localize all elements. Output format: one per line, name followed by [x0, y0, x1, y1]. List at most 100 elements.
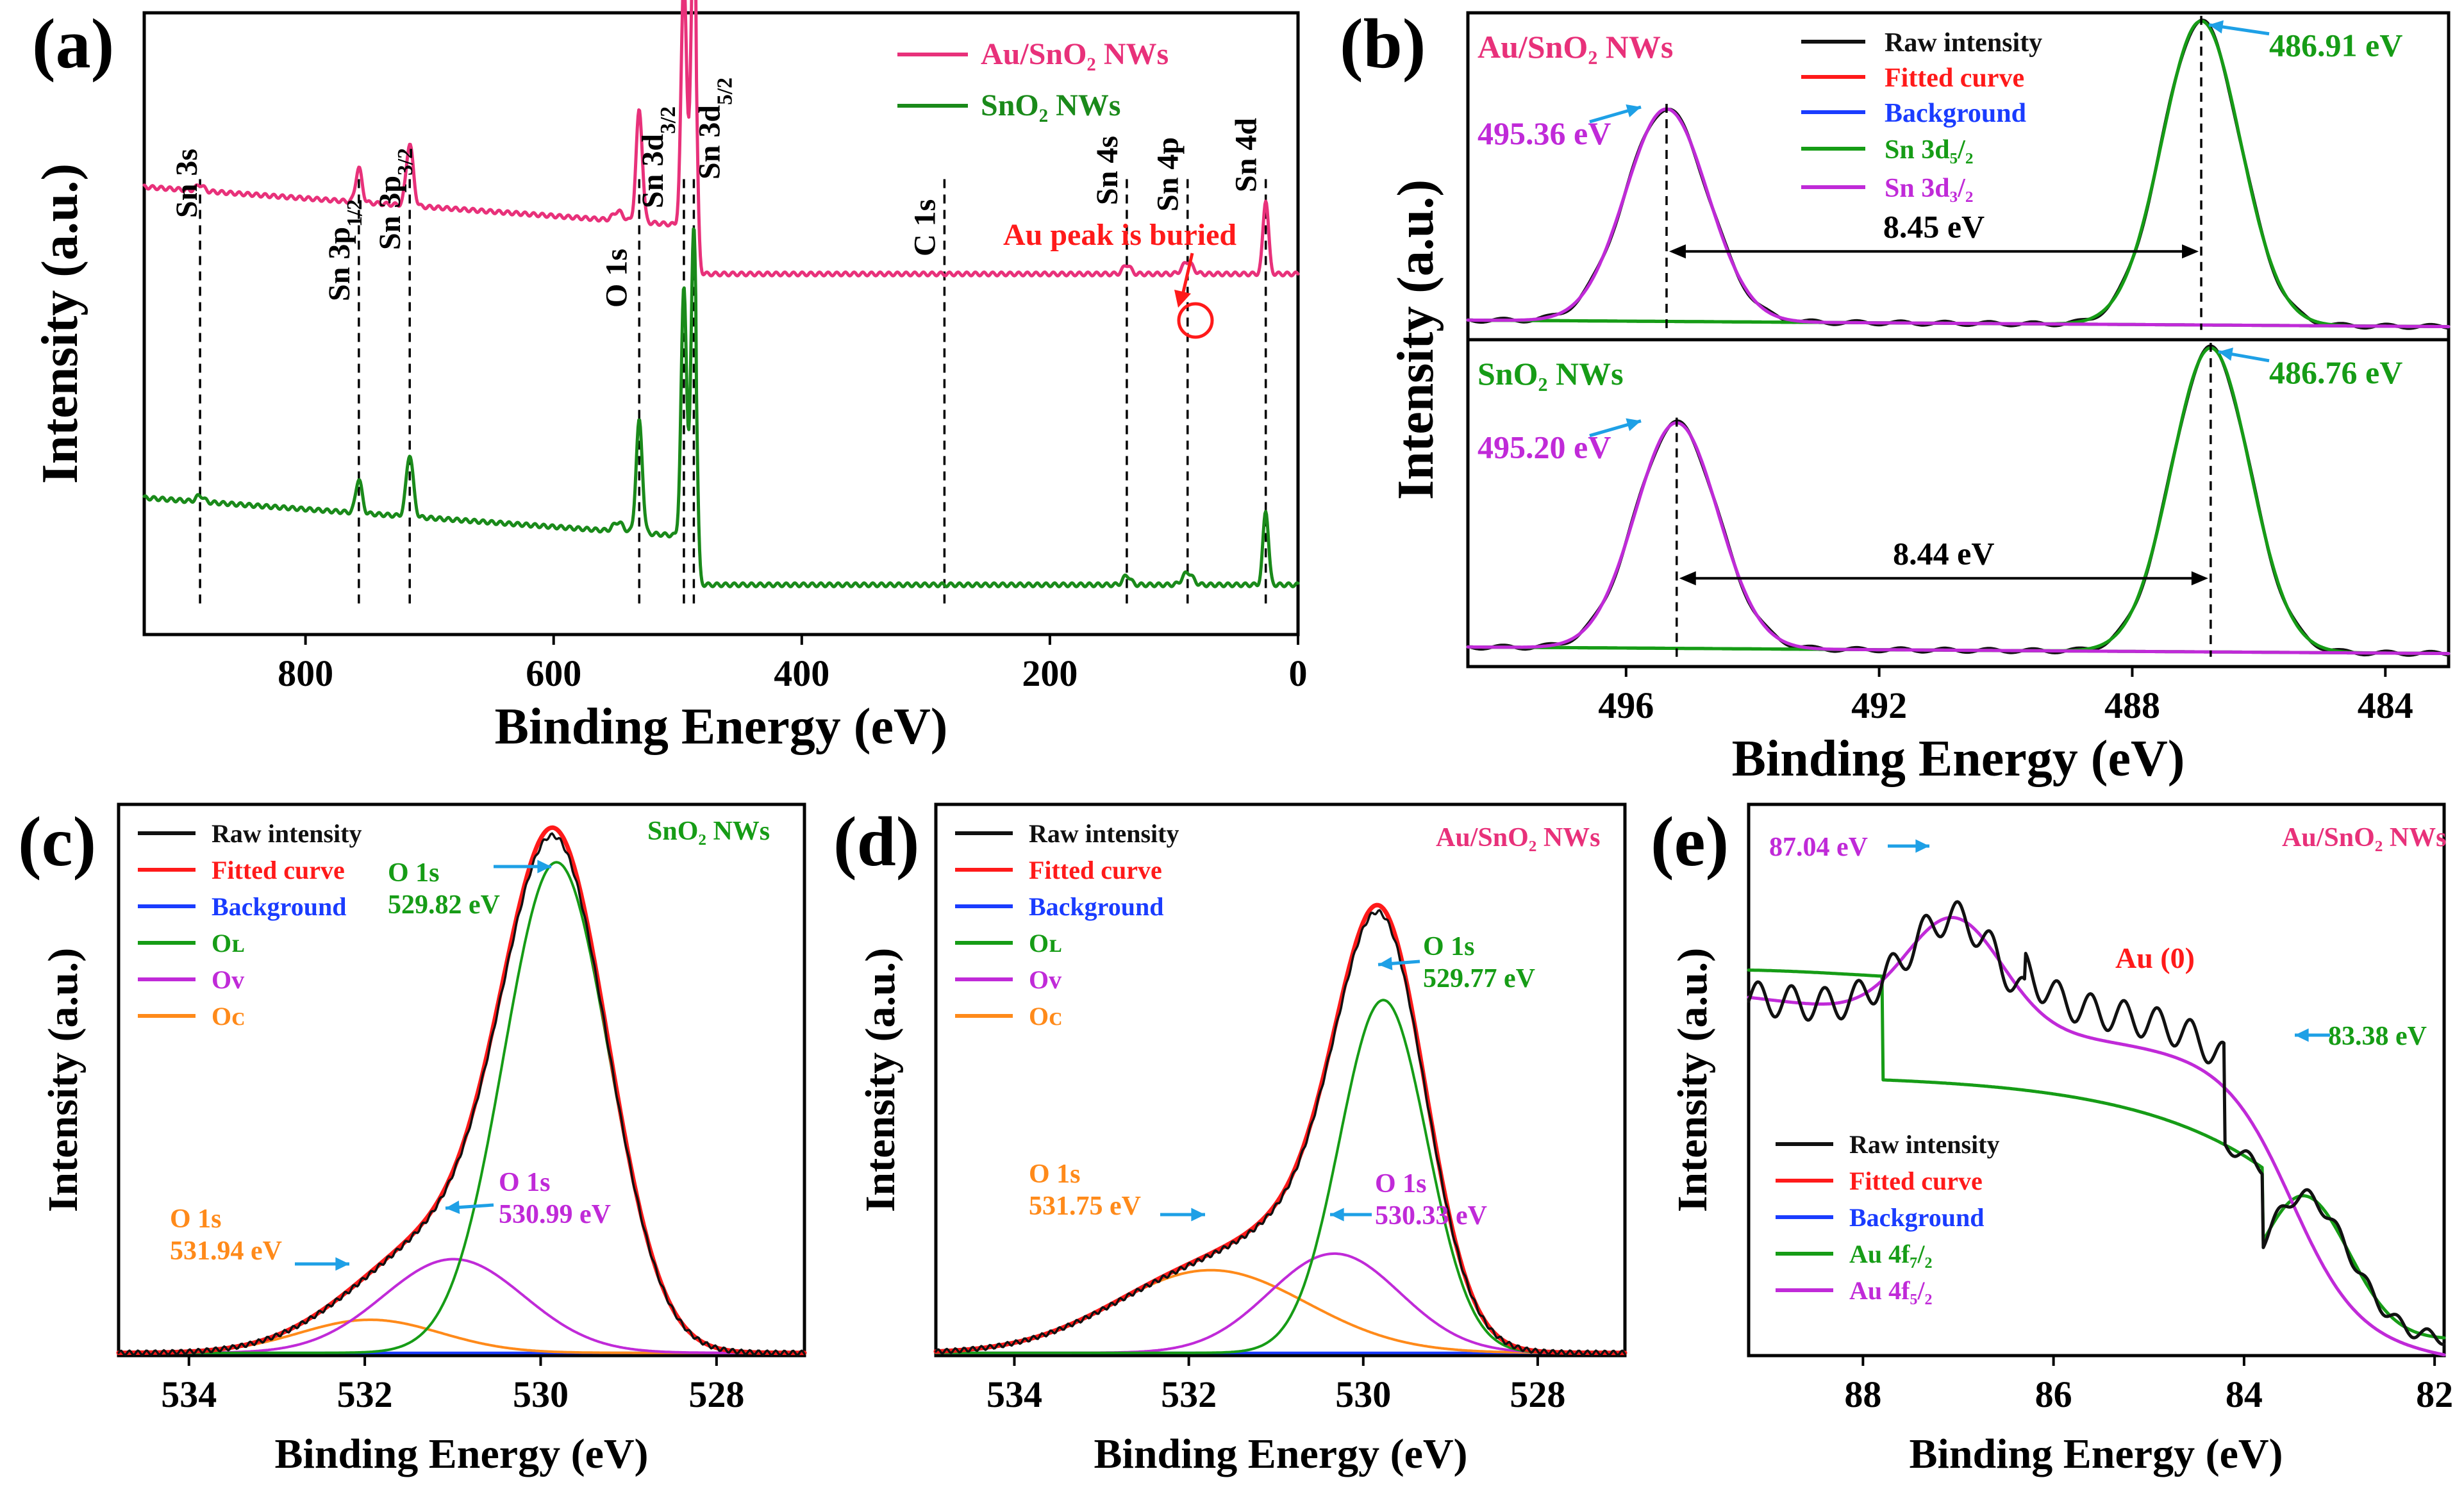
- peak-label-2: Sn 3p3/2: [373, 148, 417, 250]
- panel-e-series: Raw intensity Fitted curve Background Au 4f…: [1747, 833, 2446, 1357]
- peak-label-0: Sn 3s: [170, 149, 204, 218]
- panel-d-series: Raw intensity Fitted curve Background Oʟ Oᴠ O…: [933, 819, 1627, 1356]
- b1-arrow52-head: [2218, 347, 2233, 361]
- e-legend-0: Raw intensity: [1849, 1130, 1999, 1159]
- panel-d-axes: [934, 802, 1627, 1358]
- panel-e-y-label: Intensity (a.u.): [1669, 948, 1716, 1213]
- panel-a-axes: [142, 11, 1300, 636]
- e-legend-3: Au 4f₇/₂: [1849, 1240, 1933, 1268]
- b0-arrow52-head: [2209, 20, 2224, 34]
- d-legend-5: Oᴄ: [1029, 1002, 1062, 1031]
- panel-d-x-ticks: 534 532 530 528: [986, 1356, 1565, 1415]
- panel-b-x-tick-label-492: 492: [1851, 685, 1907, 726]
- d-legend-2: Background: [1029, 892, 1163, 921]
- panel-c-x-label: Binding Energy (eV): [274, 1431, 648, 1477]
- c-comp-label-2: O 1s: [170, 1204, 222, 1234]
- d-x-tick-label-530: 530: [1335, 1374, 1391, 1415]
- d-comp-value-2: 531.75 eV: [1029, 1192, 1141, 1221]
- panel-a-x-tick-label-400: 400: [774, 652, 829, 694]
- peak-label-9: Sn 4d: [1229, 118, 1263, 192]
- d-legend-1: Fitted curve: [1029, 856, 1162, 885]
- b1-sep-arrow-r: [2191, 571, 2208, 586]
- b0-separation: 8.45 eV: [1883, 208, 1985, 244]
- c-comp-value-1: 530.99 eV: [499, 1200, 611, 1229]
- peak-label-8: Sn 4p: [1151, 137, 1185, 212]
- au-buried-annotation: Au peak is buried: [1003, 218, 1236, 252]
- c-comp-arrow-0-head: [537, 860, 551, 874]
- c-legend-1: Fitted curve: [212, 856, 345, 885]
- c-comp-value-2: 531.94 eV: [170, 1236, 282, 1266]
- panel-a-x-label: Binding Energy (eV): [495, 699, 948, 755]
- d-x-tick-label-534: 534: [986, 1374, 1042, 1415]
- panel-d-x-label: Binding Energy (eV): [1094, 1431, 1467, 1477]
- panel-d-y-label: Intensity (a.u.): [857, 948, 904, 1213]
- panel-b-series: 8.45 eV 495.36 eV 486.91 eV 8.44 eV 495.20 e…: [1466, 15, 2451, 657]
- d-x-tick-label-532: 532: [1161, 1374, 1217, 1415]
- c-legend-3: Oʟ: [212, 929, 244, 958]
- b0-sep-arrow-l: [1669, 244, 1686, 259]
- panel-c-series: Raw intensity Fitted curve Background Oʟ Oᴠ O…: [116, 819, 807, 1356]
- peak-label-4: Sn 3d3/2: [636, 106, 680, 208]
- au-buried-arrowhead: [1174, 290, 1191, 308]
- panel-b-legend: Raw intensity Fitted curve Background Sn…: [1801, 28, 2042, 203]
- e-au45: [1747, 916, 2446, 1357]
- b1-separation: 8.44 eV: [1893, 535, 1994, 571]
- panel-a-x-tick-label-800: 800: [278, 652, 333, 694]
- legend-b-raw: Raw intensity: [1885, 28, 2042, 58]
- c-legend-5: Oᴄ: [212, 1002, 245, 1031]
- e-peak-arrow-0-head: [1915, 839, 1929, 853]
- panel-d: (d) 534 532 530 528 Raw intensity Fitted cur…: [833, 802, 1627, 1477]
- b0-arrow32-head: [1626, 104, 1641, 117]
- d-comp-label-2: O 1s: [1029, 1159, 1081, 1189]
- e-peak-value-0: 87.04 eV: [1769, 833, 1868, 862]
- legend-b-bg: Background: [1885, 99, 2026, 128]
- c-comp-arrow-2-head: [335, 1257, 349, 1271]
- b1-raw: [1466, 344, 2451, 657]
- peak-label-3: O 1s: [599, 249, 633, 308]
- c-x-tick-label-532: 532: [337, 1374, 393, 1415]
- series-a-1: [142, 227, 1300, 588]
- legend-a-au: Au/SnO₂ NWs: [981, 37, 1169, 71]
- d-ol: [935, 999, 1626, 1354]
- c-raw: [117, 832, 806, 1356]
- panel-a-x-ticks: 800 600 400 200 0: [278, 635, 1308, 694]
- b0-peak52-value: 486.91 eV: [2269, 28, 2402, 63]
- panel-b-x-tick-label-484: 484: [2358, 685, 2413, 726]
- panel-a-peak-labels: Sn 3s Sn 3p1/2 Sn 3p3/2 O 1s Sn 3d3/2 Sn 3d5/…: [170, 78, 1263, 308]
- peak-label-5: Sn 3d5/2: [692, 78, 737, 179]
- panel-b-x-tick-label-496: 496: [1598, 685, 1654, 726]
- panel-a: (a) 800 600 400 200 0 Sn 3s Sn 3p1/2 Sn 3p3/2 O…: [32, 0, 1308, 755]
- panel-b-bottom-sample: SnO₂ NWs: [1478, 356, 1624, 392]
- panel-d-sample: Au/SnO₂ NWs: [1436, 823, 1601, 852]
- panel-e-x-tick-label-88: 88: [1844, 1374, 1881, 1415]
- d-legend-4: Oᴠ: [1029, 965, 1061, 994]
- c-comp-value-0: 529.82 eV: [388, 890, 500, 920]
- panel-e-sample: Au/SnO₂ NWs: [2282, 823, 2447, 852]
- panel-a-series: [142, 0, 1300, 588]
- panel-d-label: (d): [833, 802, 919, 881]
- d-comp-arrow-1-head: [1330, 1208, 1344, 1222]
- panel-b-x-tick-label-488: 488: [2104, 685, 2160, 726]
- c-comp-arrow-1-head: [445, 1200, 460, 1214]
- panel-a-y-label: Intensity (a.u.): [32, 163, 88, 484]
- panel-a-x-tick-label-600: 600: [526, 652, 581, 694]
- d-comp-label-1: O 1s: [1375, 1169, 1427, 1199]
- panel-c-label: (c): [18, 802, 96, 881]
- panel-b-x-label: Binding Energy (eV): [1732, 731, 2185, 787]
- b1-sn52: [1466, 346, 2451, 656]
- c-x-tick-label-528: 528: [688, 1374, 744, 1415]
- b1-sn32: [1466, 421, 2451, 656]
- panel-a-x-tick-label-0: 0: [1289, 652, 1308, 694]
- panel-c-sample: SnO₂ NWs: [647, 817, 770, 846]
- peak-label-6: C 1s: [908, 199, 942, 256]
- panel-e-x-tick-label-86: 86: [2035, 1374, 2072, 1415]
- panel-e-axes: [1747, 802, 2446, 1358]
- panel-e-x-ticks: 88 86 84 82: [1844, 1356, 2453, 1415]
- c-comp-label-1: O 1s: [499, 1168, 551, 1197]
- panel-e-x-label: Binding Energy (eV): [1909, 1431, 2283, 1477]
- au-zero-note: Au (0): [2115, 942, 2195, 974]
- b1-peak32-value: 495.20 eV: [1478, 429, 1611, 465]
- peak-label-7: Sn 4s: [1090, 136, 1124, 205]
- legend-a-sno2: SnO₂ NWs: [981, 88, 1120, 122]
